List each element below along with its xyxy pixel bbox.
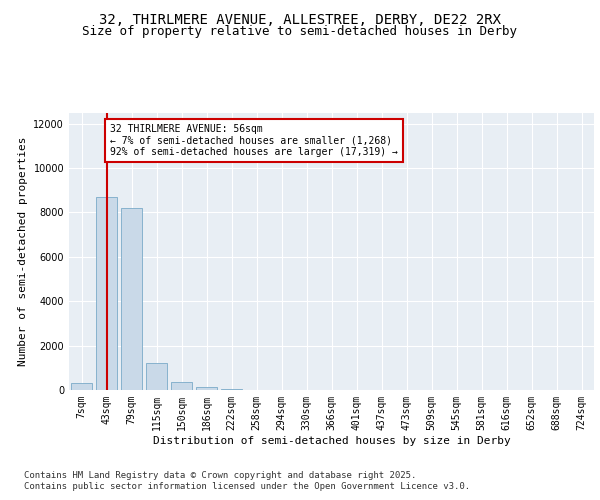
X-axis label: Distribution of semi-detached houses by size in Derby: Distribution of semi-detached houses by … bbox=[152, 436, 511, 446]
Bar bbox=[146, 364, 167, 390]
Bar bbox=[121, 208, 142, 390]
Text: Size of property relative to semi-detached houses in Derby: Size of property relative to semi-detach… bbox=[83, 25, 517, 38]
Text: Contains HM Land Registry data © Crown copyright and database right 2025.: Contains HM Land Registry data © Crown c… bbox=[24, 471, 416, 480]
Text: 32, THIRLMERE AVENUE, ALLESTREE, DERBY, DE22 2RX: 32, THIRLMERE AVENUE, ALLESTREE, DERBY, … bbox=[99, 12, 501, 26]
Bar bbox=[96, 197, 117, 390]
Bar bbox=[196, 386, 217, 390]
Bar bbox=[71, 384, 92, 390]
Text: Contains public sector information licensed under the Open Government Licence v3: Contains public sector information licen… bbox=[24, 482, 470, 491]
Bar bbox=[221, 389, 242, 390]
Bar bbox=[171, 382, 192, 390]
Text: 32 THIRLMERE AVENUE: 56sqm
← 7% of semi-detached houses are smaller (1,268)
92% : 32 THIRLMERE AVENUE: 56sqm ← 7% of semi-… bbox=[110, 124, 398, 157]
Y-axis label: Number of semi-detached properties: Number of semi-detached properties bbox=[18, 136, 28, 366]
